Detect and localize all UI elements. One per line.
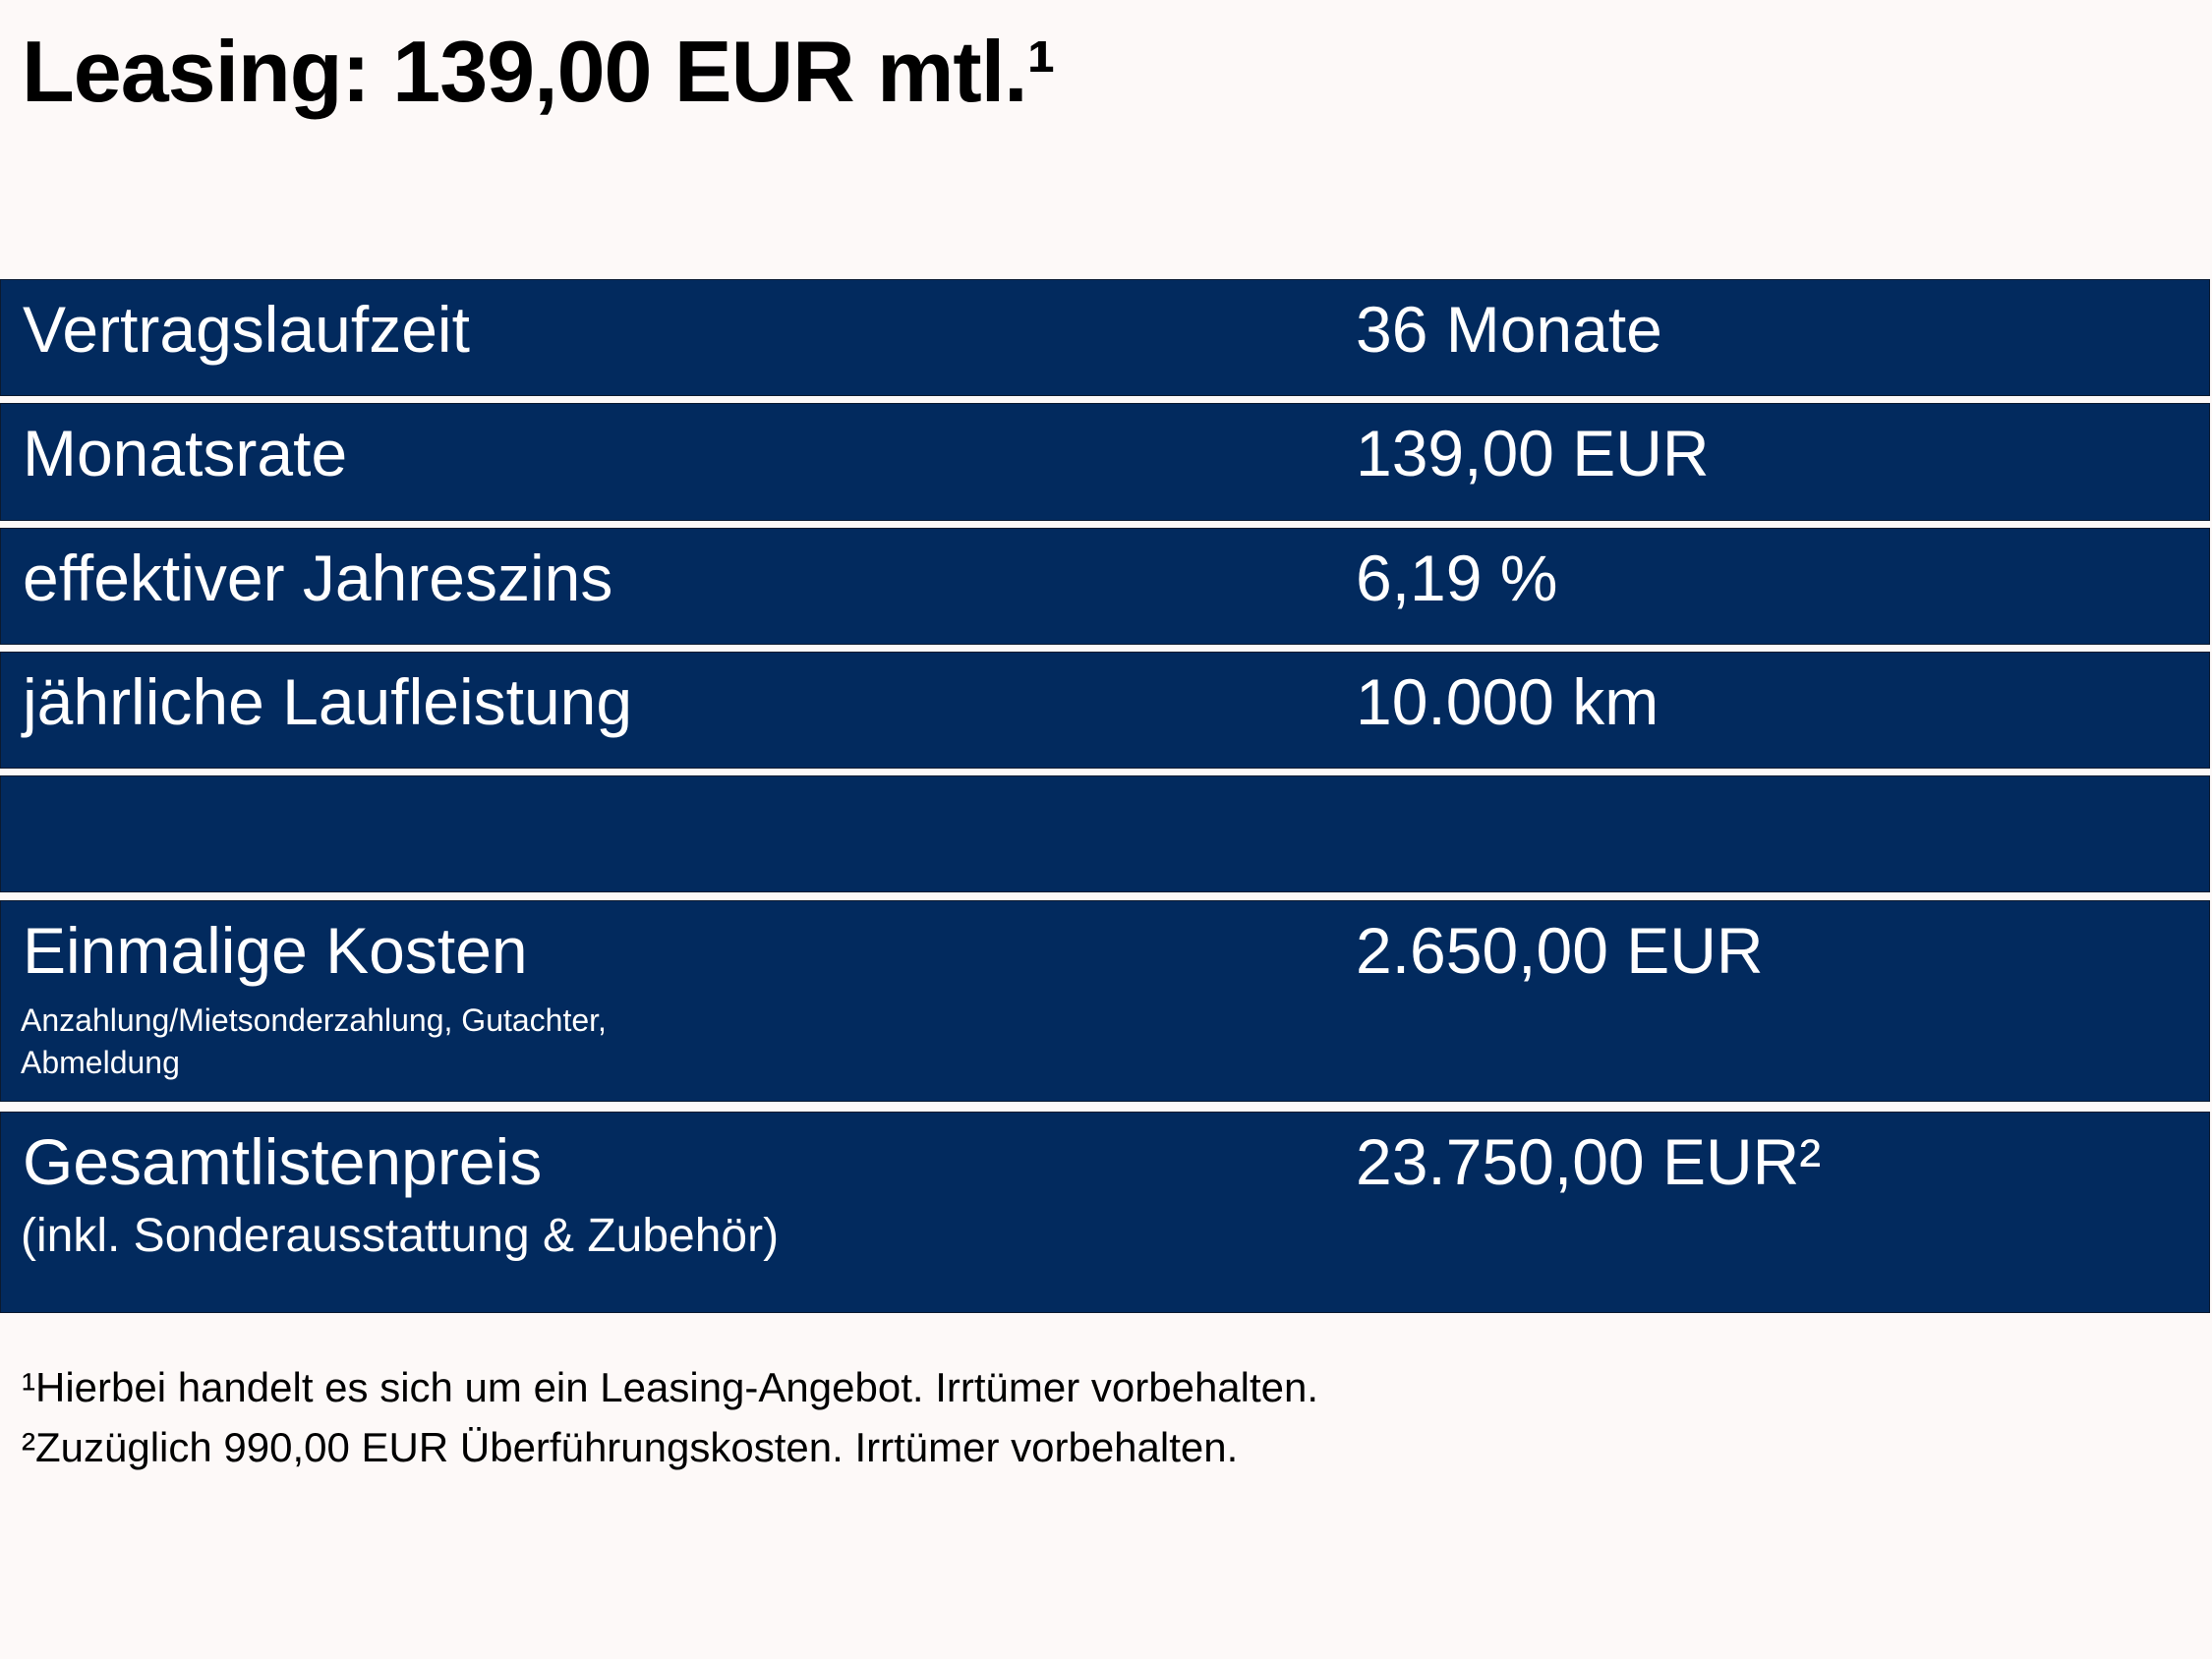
row-note: (inkl. Sonderausstattung & Zubehör)	[21, 1210, 780, 1262]
row-note: Anzahlung/Mietsonderzahlung, Gutachter, …	[21, 1002, 607, 1080]
table-row: Einmalige Kosten Anzahlung/Mietsonderzah…	[0, 900, 2210, 1102]
row-label: effektiver Jahreszins	[23, 542, 613, 614]
table-row: Vertragslaufzeit 36 Monate	[0, 279, 2210, 396]
row-value: 36 Monate	[1356, 293, 1662, 366]
row-label: Vertragslaufzeit	[23, 293, 470, 366]
empty-row	[0, 775, 2210, 892]
row-value: 6,19 %	[1356, 542, 1558, 614]
row-label: jährliche Laufleistung	[23, 665, 633, 738]
row-label: Gesamtlistenpreis	[23, 1125, 543, 1198]
row-value: 10.000 km	[1356, 665, 1659, 738]
table-row: Monatsrate 139,00 EUR	[0, 403, 2210, 521]
row-label: Einmalige Kosten	[23, 914, 528, 987]
title: Leasing: 139,00 EUR mtl.¹	[22, 23, 1056, 120]
row-label: Monatsrate	[23, 417, 348, 489]
table-row: effektiver Jahreszins 6,19 %	[0, 528, 2210, 645]
row-value: 139,00 EUR	[1356, 417, 1710, 489]
row-value: 2.650,00 EUR	[1356, 914, 1764, 987]
table-row: Gesamtlistenpreis (inkl. Sonderausstattu…	[0, 1112, 2210, 1313]
table-row: jährliche Laufleistung 10.000 km	[0, 652, 2210, 769]
footnote: ¹Hierbei handelt es sich um ein Leasing-…	[22, 1364, 1319, 1410]
footnote: ²Zuzüglich 990,00 EUR Überführungskosten…	[22, 1424, 1239, 1470]
row-value: 23.750,00 EUR²	[1356, 1125, 1822, 1198]
